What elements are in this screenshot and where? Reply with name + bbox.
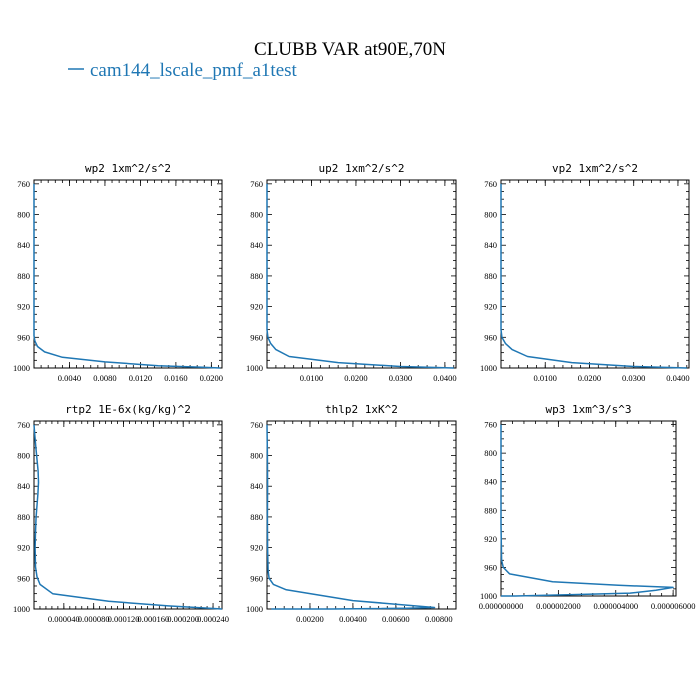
y-tick-label: 800: [484, 448, 497, 458]
y-tick-label: 800: [250, 451, 263, 461]
y-tick-label: 840: [250, 240, 263, 250]
y-tick-label: 880: [17, 271, 30, 281]
x-tick-label: 0.000120: [108, 614, 140, 624]
x-tick-label: 0.000160: [137, 614, 169, 624]
subplot-title: thlp2 1xK^2: [325, 403, 398, 416]
y-tick-label: 840: [250, 481, 263, 491]
y-tick-label: 840: [17, 481, 30, 491]
y-tick-label: 880: [484, 505, 497, 515]
subplot-2: up2 1xm^2/s^2 760 800 840 880 920 960 1000 0.010…: [246, 162, 457, 383]
y-tick-label: 960: [484, 332, 497, 342]
y-tick-label: 880: [17, 512, 30, 522]
y-tick-label: 1000: [480, 363, 497, 373]
y-tick-label: 760: [250, 179, 263, 189]
subplot-1: wp2 1xm^2/s^2 760 800 840 880 920 960 1000 0.004…: [13, 162, 223, 383]
x-tick-label: 0.000040: [48, 614, 80, 624]
x-tick-label: 0.0100: [534, 373, 557, 383]
subplot-3: vp2 1xm^2/s^2 760 800 840 880 920 960 1000 0.010…: [480, 162, 690, 383]
x-tick-label: 0.0100: [300, 373, 323, 383]
y-tick-label: 960: [17, 573, 30, 583]
series-line: [266, 424, 436, 610]
x-tick-label: 0.0400: [433, 373, 456, 383]
y-tick-label: 920: [250, 302, 263, 312]
y-tick-label: 840: [17, 240, 30, 250]
y-tick-label: 1000: [480, 591, 497, 601]
y-tick-label: 800: [17, 210, 30, 220]
x-tick-label: 0.00600: [382, 614, 410, 624]
subplot-title: wp3 1xm^3/s^3: [545, 403, 631, 416]
y-tick-label: 760: [484, 179, 497, 189]
figure-title: CLUBB VAR at90E,70N: [254, 39, 446, 60]
x-tick-label: 0.0300: [622, 373, 645, 383]
x-tick-label: 0.000004000: [593, 601, 638, 611]
y-tick-label: 1000: [13, 604, 30, 614]
y-tick-label: 1000: [13, 363, 30, 373]
x-tick-label: 0.0080: [93, 373, 116, 383]
x-tick-label: 0.000080: [78, 614, 110, 624]
x-tick-label: 0.0200: [344, 373, 367, 383]
x-tick-label: 0.00200: [296, 614, 324, 624]
x-tick-label: 0.00800: [425, 614, 453, 624]
x-tick-label: 0.000002000: [536, 601, 581, 611]
y-tick-label: 920: [17, 302, 30, 312]
plot-frame: [500, 179, 690, 369]
subplot-title: rtp2 1E-6x(kg/kg)^2: [65, 403, 191, 416]
y-tick-label: 920: [250, 543, 263, 553]
legend: cam144_lscale_pmf_a1test: [68, 60, 298, 81]
x-tick-label: 0.0300: [389, 373, 412, 383]
y-tick-label: 840: [484, 240, 497, 250]
y-tick-label: 840: [484, 477, 497, 487]
series-line: [266, 183, 454, 369]
series-line: [33, 183, 221, 369]
subplot-4: rtp2 1E-6x(kg/kg)^2 760 800 840 880 920 960 100…: [13, 403, 229, 624]
y-tick-label: 760: [250, 420, 263, 430]
y-tick-label: 920: [484, 302, 497, 312]
y-tick-label: 1000: [246, 604, 263, 614]
y-tick-label: 960: [250, 332, 263, 342]
plot-frame: [266, 179, 457, 369]
y-tick-label: 760: [17, 179, 30, 189]
y-tick-label: 960: [484, 562, 497, 572]
y-tick-label: 760: [17, 420, 30, 430]
legend-label: cam144_lscale_pmf_a1test: [90, 60, 298, 81]
y-tick-label: 800: [250, 210, 263, 220]
x-tick-label: 0.0120: [129, 373, 152, 383]
series-line: [33, 424, 223, 610]
y-tick-label: 800: [17, 451, 30, 461]
y-tick-label: 920: [17, 543, 30, 553]
x-tick-label: 0.000240: [197, 614, 229, 624]
subplot-title: wp2 1xm^2/s^2: [85, 162, 171, 175]
y-tick-label: 760: [484, 420, 497, 430]
subplot-title: up2 1xm^2/s^2: [318, 162, 404, 175]
x-tick-label: 0.000006000: [651, 601, 696, 611]
plot-frame: [500, 420, 677, 597]
series-line: [500, 424, 674, 597]
y-tick-label: 800: [484, 210, 497, 220]
x-tick-label: 0.0200: [578, 373, 601, 383]
x-tick-label: 0.00400: [339, 614, 367, 624]
subplot-6: wp3 1xm^3/s^376080084088092096010000.000…: [479, 403, 696, 611]
y-tick-label: 880: [484, 271, 497, 281]
plot-frame: [266, 420, 457, 610]
subplots: wp2 1xm^2/s^2 760 800 840 880 920 960 1000 0.004…: [13, 162, 695, 624]
x-tick-label: 0.000000000: [479, 601, 524, 611]
x-tick-label: 0.0400: [666, 373, 689, 383]
subplot-5: thlp2 1xK^2 760 800 840 880 920 960 1000 0.00200…: [246, 403, 457, 624]
x-tick-label: 0.0040: [58, 373, 81, 383]
plot-frame: [33, 420, 223, 610]
y-tick-label: 920: [484, 534, 497, 544]
y-tick-label: 960: [250, 573, 263, 583]
plot-frame: [33, 179, 223, 369]
x-tick-label: 0.000200: [167, 614, 199, 624]
y-tick-label: 960: [17, 332, 30, 342]
y-tick-label: 1000: [246, 363, 263, 373]
y-tick-label: 880: [250, 512, 263, 522]
subplot-title: vp2 1xm^2/s^2: [552, 162, 638, 175]
x-tick-label: 0.0200: [200, 373, 223, 383]
x-tick-label: 0.0160: [164, 373, 187, 383]
series-line: [500, 183, 687, 369]
y-tick-label: 880: [250, 271, 263, 281]
